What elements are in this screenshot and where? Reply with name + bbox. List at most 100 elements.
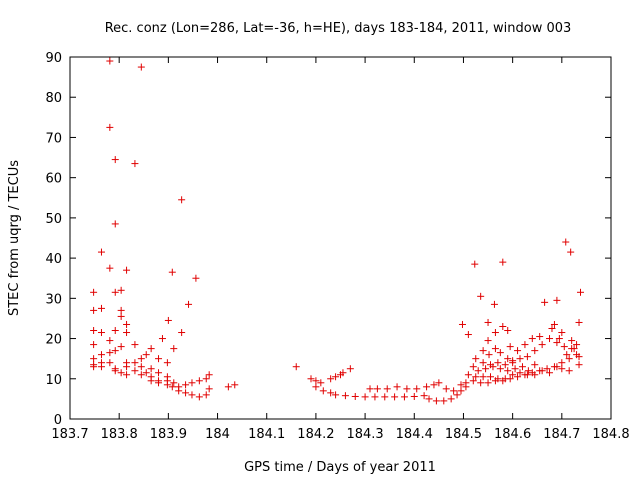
data-point [123,371,131,379]
data-point [499,377,507,385]
data-point [123,320,131,328]
data-point [558,329,566,337]
data-point [491,345,499,353]
data-point [506,343,514,351]
data-point [332,391,340,399]
data-point [469,377,477,385]
data-point [516,355,524,363]
data-point [346,365,354,373]
data-point [494,359,502,367]
data-point [131,341,139,349]
data-point [450,387,458,395]
data-point [479,359,487,367]
data-point [90,306,98,314]
data-point [548,325,556,332]
data-point [292,363,300,371]
data-point [553,339,561,347]
data-point [457,387,465,395]
y-tick-label: 70 [45,131,62,146]
data-point [117,312,125,320]
x-tick-label: 184.7 [543,427,580,442]
data-point [577,288,585,296]
data-point [469,363,477,371]
data-point [371,393,379,401]
data-point [560,343,568,351]
x-tick-label: 184.6 [494,427,531,442]
data-point [164,316,172,324]
data-point [521,371,529,379]
data-point [90,355,98,363]
data-point [106,337,114,345]
data-point [472,373,480,381]
data-point [178,196,186,204]
data-point [568,337,576,345]
data-point [558,359,566,367]
chart-title: Rec. conz (Lon=286, Lat=-36, h=HE), days… [105,21,572,36]
data-point [546,369,554,377]
data-point [185,300,193,308]
data-point [531,361,539,369]
data-point [516,369,524,377]
data-point [482,365,490,373]
data-point [373,385,381,393]
data-point [575,361,583,369]
data-point [90,288,98,296]
data-point [137,63,145,71]
data-point [453,391,461,399]
data-point [391,393,399,401]
data-point [205,371,213,379]
data-point [106,264,114,272]
data-point [501,361,509,369]
data-point [170,345,178,353]
data-point [430,381,438,389]
y-tick-label: 50 [45,212,62,227]
data-point [550,363,558,371]
data-point [477,292,485,300]
data-point [123,363,131,371]
data-point [487,373,495,381]
data-point [555,335,563,343]
data-point [123,329,131,337]
data-point [447,395,455,403]
data-point [117,306,125,314]
data-point [425,395,433,403]
data-point [435,379,443,387]
data-point [155,379,163,387]
data-point [567,248,575,256]
y-tick-label: 30 [45,292,62,307]
data-point [192,274,200,282]
x-tick-label: 183.9 [150,427,187,442]
data-point [471,260,479,268]
data-point [536,333,544,341]
data-point [90,327,98,335]
data-point [178,329,186,337]
data-point [366,385,374,393]
data-point [511,365,519,373]
data-point [432,397,440,405]
data-point [339,369,347,377]
data-point [504,355,512,363]
data-point [565,355,573,363]
data-point [317,379,325,387]
data-point [381,393,389,401]
data-point [195,393,203,401]
data-point [163,359,171,367]
data-point [403,385,411,393]
data-point [509,357,517,365]
data-point [477,379,485,387]
data-point [188,391,196,399]
data-point [479,373,487,381]
data-point [485,351,493,359]
data-point [351,392,359,400]
x-tick-label: 184.5 [445,427,482,442]
x-tick-label: 184.1 [248,427,285,442]
data-point [484,337,492,345]
y-tick-label: 60 [45,172,62,187]
data-point [484,379,492,387]
data-point [536,367,544,375]
data-point [442,385,450,393]
data-point [147,365,155,373]
data-point [202,375,210,383]
